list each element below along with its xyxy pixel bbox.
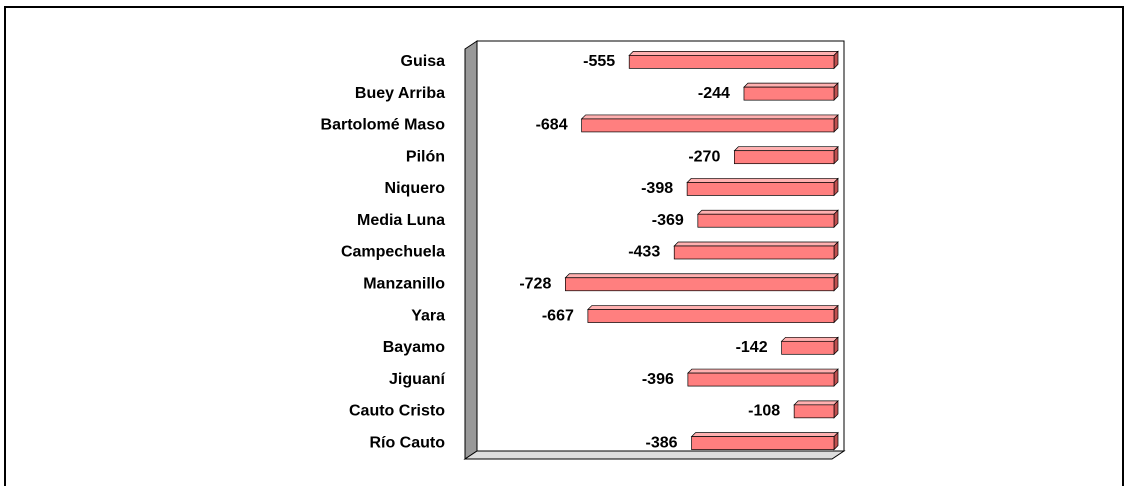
value-label: -667 (542, 307, 574, 324)
value-label: -270 (688, 148, 720, 165)
bar (687, 372, 835, 387)
y-tick-label: Media Luna (357, 212, 445, 229)
value-label: -244 (698, 85, 730, 102)
value-label: -684 (536, 117, 568, 134)
y-tick-label: Guisa (401, 53, 446, 70)
bar-top (686, 178, 839, 183)
value-label: -398 (641, 180, 673, 197)
bar-top (696, 209, 839, 215)
bar (697, 213, 835, 228)
bar-top (690, 432, 839, 437)
y-tick-label: Buey Arriba (355, 85, 445, 102)
bar-top (564, 273, 839, 279)
value-label: -369 (652, 212, 684, 229)
value-label: -396 (642, 371, 674, 388)
bar (565, 277, 835, 292)
bar (743, 86, 835, 101)
bar-top (733, 146, 839, 152)
bar (793, 404, 835, 419)
bar (587, 309, 835, 323)
value-label: -728 (519, 275, 551, 292)
y-tick-label: Jiguaní (389, 371, 446, 388)
bar (734, 150, 835, 165)
bar-top (628, 51, 839, 56)
y-tick-label: Yara (411, 307, 445, 324)
value-label: -555 (583, 53, 615, 70)
bar-top (743, 82, 839, 88)
y-tick-label: Bayamo (383, 339, 445, 356)
y-tick-label: Niquero (385, 180, 446, 197)
y-tick-label: Cauto Cristo (349, 403, 445, 420)
bar (628, 55, 835, 69)
bar (673, 245, 835, 260)
bar-top (580, 114, 839, 120)
y-tick-label: Campechuela (341, 244, 445, 261)
value-label: -386 (646, 434, 678, 451)
bar (781, 340, 835, 355)
floor (463, 450, 846, 460)
value-label: -142 (736, 339, 768, 356)
bar-top (673, 241, 839, 247)
bar-top (780, 336, 839, 342)
bar (581, 118, 835, 133)
bar-top (687, 368, 839, 374)
y-tick-label: Manzanillo (363, 275, 445, 292)
bar (686, 182, 835, 196)
side-wall (464, 40, 478, 460)
bar-top (793, 400, 839, 406)
bar-top (587, 305, 839, 310)
value-label: -108 (748, 403, 780, 420)
y-tick-label: Pilón (406, 148, 445, 165)
bar (691, 436, 835, 450)
y-tick-label: Río Cauto (369, 434, 445, 451)
value-label: -433 (628, 244, 660, 261)
y-tick-label: Bartolomé Maso (321, 117, 446, 134)
